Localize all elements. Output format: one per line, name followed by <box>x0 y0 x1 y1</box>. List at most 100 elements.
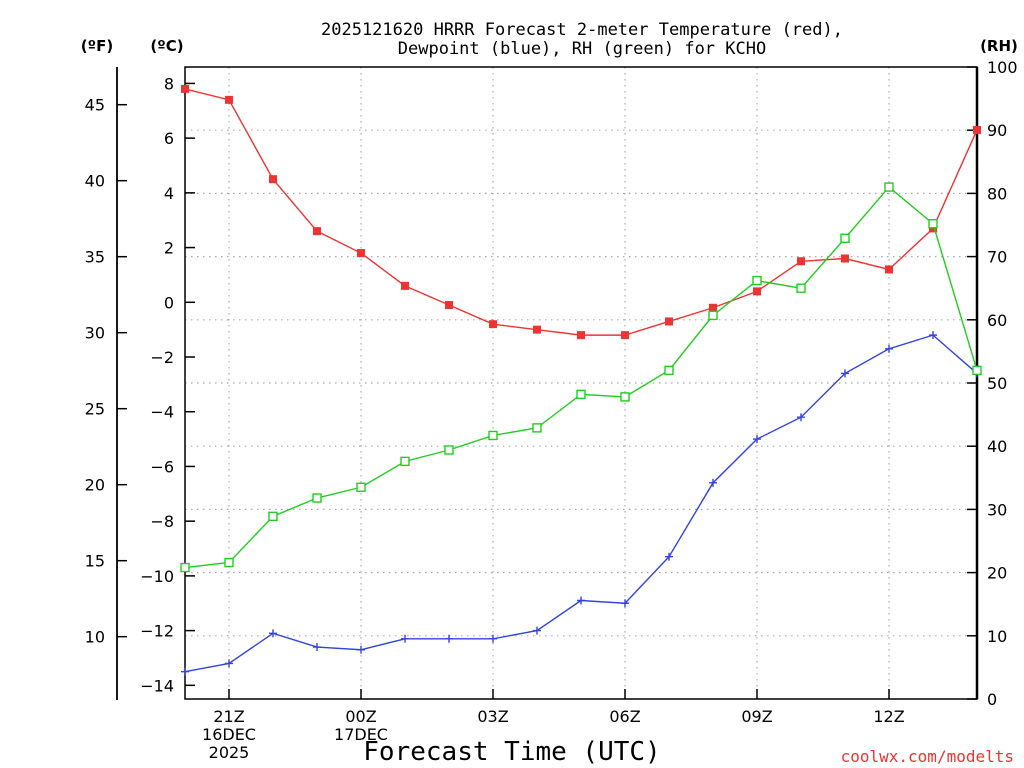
temperature-point <box>797 257 805 266</box>
dewpoint-point <box>533 626 541 635</box>
grid-lines <box>185 67 977 699</box>
x-tick-label: 06Z <box>609 707 640 726</box>
celsius-tick-label: 4 <box>164 184 174 203</box>
rh-tick-label: 100 <box>987 58 1018 77</box>
fahrenheit-tick-label: 35 <box>85 248 105 267</box>
dewpoint-point <box>621 599 629 608</box>
x-tick-label: 12Z <box>873 707 904 726</box>
x-tick-label: 21Z <box>213 707 244 726</box>
rh-line <box>184 186 978 569</box>
dewpoint-point <box>841 369 849 378</box>
dewpoint-point <box>313 643 321 652</box>
celsius-tick-label: −2 <box>150 348 174 367</box>
celsius-tick-label: 6 <box>164 129 174 148</box>
x-tick-label: 2025 <box>209 743 250 762</box>
rh-tick-label: 50 <box>987 374 1007 393</box>
temperature-point <box>885 265 893 274</box>
dewpoint-point <box>753 435 761 444</box>
data-series <box>180 84 982 676</box>
temperature-line <box>184 88 978 336</box>
celsius-tick-label: −12 <box>140 622 174 641</box>
rh-point <box>664 365 674 376</box>
celsius-tick-label: 8 <box>164 74 174 93</box>
credit-label: coolwx.com/modelts <box>841 747 1014 766</box>
rh-point <box>884 182 894 192</box>
fahrenheit-tick-label: 10 <box>85 628 105 647</box>
rh-unit-label: (RH) <box>980 37 1018 55</box>
dewpoint-point <box>665 552 673 561</box>
rh-tick-label: 30 <box>987 500 1007 519</box>
dewpoint-point <box>577 596 585 605</box>
axes <box>116 66 979 700</box>
rh-tick-label: 20 <box>987 564 1007 583</box>
rh-point <box>840 233 850 243</box>
fahrenheit-tick-label: 25 <box>85 400 105 419</box>
rh-tick-label: 60 <box>987 311 1007 330</box>
rh-point <box>268 511 278 522</box>
celsius-tick-label: −4 <box>150 403 174 422</box>
rh-point <box>180 562 190 573</box>
celsius-tick-label: −8 <box>150 512 174 531</box>
rh-tick-label: 90 <box>987 121 1007 140</box>
temperature-point <box>181 84 189 93</box>
dewpoint-point <box>885 344 893 353</box>
rh-point <box>752 275 762 286</box>
tick-labels: 8 6 4 20 −2 −4 −6 −8 −10 −12 −14 45 40 35 30 25 20 15 10 10… <box>85 58 1018 762</box>
fahrenheit-tick-label: 40 <box>85 172 105 191</box>
dewpoint-point <box>269 629 277 638</box>
rh-point <box>972 365 982 376</box>
dewpoint-point <box>357 645 365 654</box>
celsius-tick-label: −6 <box>150 457 174 476</box>
temperature-point <box>489 320 497 329</box>
chart-title-line1: 2025121620 HRRR Forecast 2-meter Tempera… <box>321 20 843 40</box>
temperature-point <box>225 95 233 104</box>
rh-point <box>356 482 366 492</box>
rh-tick-label: 70 <box>987 248 1007 267</box>
rh-point <box>928 219 938 229</box>
rh-tick-label: 80 <box>987 184 1007 203</box>
rh-point <box>312 493 322 503</box>
temperature-point <box>665 317 673 326</box>
chart-title-line2: Dewpoint (blue), RH (green) for KCHO <box>398 39 766 59</box>
rh-point <box>620 392 630 402</box>
fahrenheit-tick-label: 45 <box>85 96 105 115</box>
dewpoint-point <box>489 634 497 643</box>
temperature-point <box>313 227 321 236</box>
celsius-tick-label: −10 <box>140 567 174 586</box>
rh-point <box>708 310 718 321</box>
fahrenheit-unit-label: (ºF) <box>81 37 113 55</box>
fahrenheit-tick-label: 20 <box>85 476 105 495</box>
dewpoint-point <box>445 634 453 643</box>
temperature-point <box>533 325 541 334</box>
dewpoint-point <box>929 331 937 340</box>
temperature-point <box>753 287 761 296</box>
rh-point <box>488 430 498 441</box>
rh-point <box>400 456 410 467</box>
dewpoint-point <box>797 413 805 422</box>
rh-tick-label: 40 <box>987 437 1007 456</box>
dewpoint-point <box>225 659 233 668</box>
dewpoint-point <box>401 634 409 643</box>
fahrenheit-tick-label: 30 <box>85 324 105 343</box>
x-tick-label: 17DEC <box>334 725 388 744</box>
celsius-unit-label: (ºC) <box>150 37 183 55</box>
fahrenheit-tick-label: 15 <box>85 552 105 571</box>
rh-point <box>224 557 234 568</box>
x-tick-label: 16DEC <box>202 725 256 744</box>
rh-tick-label: 0 <box>987 690 997 709</box>
temperature-point <box>621 331 629 340</box>
dewpoint-point <box>181 667 189 676</box>
temperature-point <box>709 303 717 312</box>
temperature-point <box>269 175 277 184</box>
temperature-point <box>357 249 365 258</box>
celsius-tick-label: −14 <box>140 676 174 695</box>
rh-point <box>796 283 806 293</box>
x-tick-label: 09Z <box>741 707 772 726</box>
temperature-point <box>841 254 849 263</box>
x-tick-label: 03Z <box>477 707 508 726</box>
temperature-point <box>401 281 409 290</box>
temperature-point <box>577 331 585 340</box>
temperature-point <box>445 301 453 310</box>
rh-point <box>532 423 542 433</box>
